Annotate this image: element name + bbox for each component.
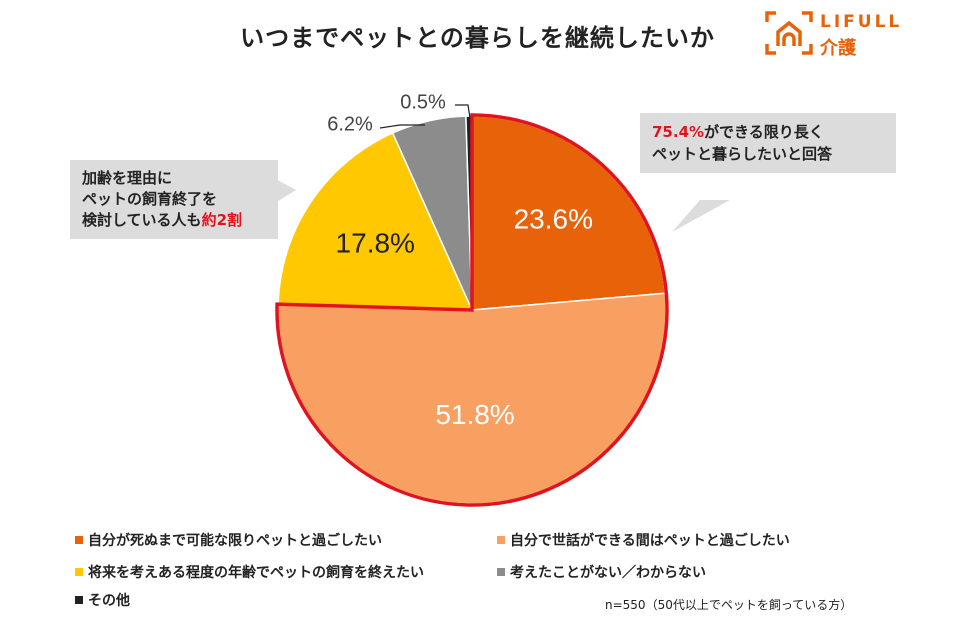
sample-note: n=550（50代以上でペットを飼っている方） xyxy=(605,598,853,612)
legend-item: 考えたことがない／わからない xyxy=(497,562,706,582)
legend-label: 将来を考えある程度の年齢でペットの飼育を終えたい xyxy=(88,565,424,581)
legend-item: 自分で世話ができる間はペットと過ごしたい xyxy=(497,530,790,550)
highlight-outline xyxy=(275,113,669,507)
callout-right-line2: ペットと暮らしたいと回答 xyxy=(652,145,833,163)
legend-swatch xyxy=(497,568,505,576)
legend-item: 将来を考えある程度の年齢でペットの飼育を終えたい xyxy=(75,562,424,582)
callout-left: 加齢を理由に ペットの飼育終了を 検討している人も約2割 xyxy=(70,160,278,239)
legend-label: 考えたことがない／わからない xyxy=(510,565,706,581)
callout-left-highlight: 約2割 xyxy=(201,211,242,229)
pie-slice xyxy=(277,131,474,311)
callout-left-line1: 加齢を理由に xyxy=(82,169,173,187)
legend-label: 自分が死ぬまで可能な限りペットと過ごしたい xyxy=(88,533,382,549)
data-label: 17.8% xyxy=(336,228,415,259)
chart-title: いつまでペットとの暮らしを継続したいか xyxy=(240,24,715,52)
callout-left-line2: ペットの飼育終了を xyxy=(82,190,218,208)
data-label: 6.2% xyxy=(327,113,373,135)
lifull-logo: LIFULL 介護 xyxy=(765,10,915,60)
house-frame-icon xyxy=(765,11,813,55)
legend-item: 自分が死ぬまで可能な限りペットと過ごしたい xyxy=(75,530,382,550)
callout-right-highlight: 75.4% xyxy=(652,123,705,141)
legend-label: 自分で世話ができる間はペットと過ごしたい xyxy=(510,533,790,549)
legend-label: その他 xyxy=(88,593,130,609)
leader-line xyxy=(455,104,471,119)
legend-item: その他 xyxy=(75,590,130,610)
callout-left-line3: 検討している人も xyxy=(82,211,202,229)
logo-brand: LIFULL xyxy=(820,12,903,32)
leader-line xyxy=(379,124,425,129)
legend-swatch xyxy=(75,568,83,576)
legend-swatch xyxy=(75,536,83,544)
callout-right-pointer xyxy=(672,200,730,232)
callout-right: 75.4%ができる限り長く ペットと暮らしたいと回答 xyxy=(640,113,896,173)
data-label: 51.8% xyxy=(435,399,514,430)
logo-sub: 介護 xyxy=(820,38,856,59)
legend-swatch xyxy=(75,596,83,604)
data-label: 23.6% xyxy=(514,204,593,235)
data-label: 0.5% xyxy=(400,91,446,113)
callout-right-line1: ができる限り長く xyxy=(704,123,824,141)
legend-swatch xyxy=(497,536,505,544)
